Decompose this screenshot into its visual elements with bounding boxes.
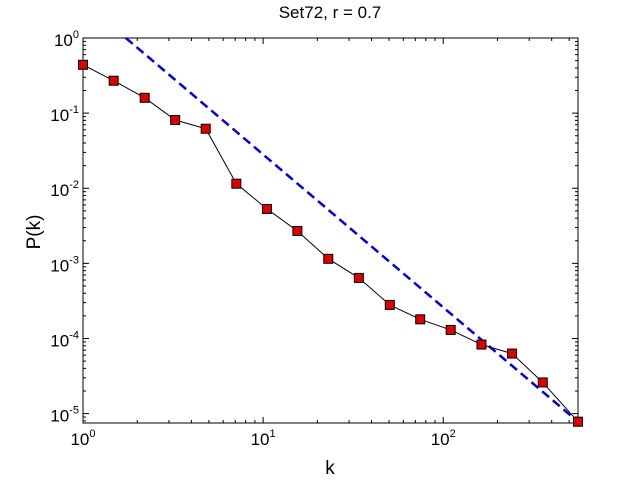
- data-point-marker: [78, 59, 88, 70]
- data-point-marker: [323, 253, 334, 264]
- x-tick-label: 101: [251, 428, 276, 449]
- data-point-marker: [415, 314, 426, 325]
- data-point-marker: [445, 324, 456, 335]
- y-tick-label: 10-4: [50, 329, 79, 350]
- y-tick-label-exponent: -5: [69, 405, 79, 417]
- x-tick-label-exponent: 2: [450, 428, 456, 440]
- y-tick-label-exponent: 0: [73, 29, 79, 41]
- y-tick-label-base: 10: [50, 407, 69, 426]
- data-point-marker: [384, 299, 395, 310]
- y-tick-label-base: 10: [54, 31, 73, 50]
- y-tick-label: 10-3: [50, 254, 79, 275]
- x-tick-label-base: 10: [70, 430, 89, 449]
- power-law-fit-line: [125, 37, 579, 423]
- x-tick-label-base: 10: [431, 430, 450, 449]
- x-tick-label-exponent: 1: [270, 428, 276, 440]
- data-point-marker: [139, 92, 150, 103]
- y-tick-label: 10-1: [50, 104, 79, 125]
- data-point-marker: [507, 348, 518, 359]
- x-tick-label-exponent: 0: [89, 428, 95, 440]
- x-tick-label: 102: [431, 428, 456, 449]
- y-axis-label: P(k): [24, 215, 45, 250]
- data-point-marker: [231, 178, 242, 189]
- x-tick-label: 100: [70, 428, 95, 449]
- chart-title: Set72, r = 0.7: [279, 3, 382, 22]
- y-tick-label-exponent: -4: [69, 329, 79, 341]
- data-point-marker: [292, 225, 303, 236]
- data-point-marker: [353, 272, 364, 283]
- y-tick-label-base: 10: [50, 181, 69, 200]
- y-tick-label-exponent: -1: [69, 104, 79, 116]
- y-tick-label-exponent: -2: [69, 179, 79, 191]
- y-tick-label: 100: [54, 29, 79, 50]
- y-tick-label-base: 10: [50, 106, 69, 125]
- y-tick-label-base: 10: [50, 331, 69, 350]
- y-tick-label: 10-5: [50, 405, 79, 426]
- x-tick-labels: 100 101 102: [70, 428, 455, 449]
- x-axis-label: k: [325, 458, 335, 479]
- plot-area: [82, 37, 579, 424]
- data-point-marker: [108, 75, 119, 86]
- x-tick-label-base: 10: [251, 430, 270, 449]
- data-point-marker: [537, 377, 548, 388]
- y-tick-label-exponent: -3: [69, 254, 79, 266]
- data-point-marker: [170, 114, 181, 125]
- tick-marks: [82, 37, 578, 423]
- data-point-marker: [476, 339, 487, 350]
- data-point-marker: [200, 123, 211, 134]
- data-point-marker: [261, 203, 272, 214]
- y-tick-label-base: 10: [50, 256, 69, 275]
- data-point-marker: [573, 416, 583, 427]
- y-tick-label: 10-2: [50, 179, 79, 200]
- plot-series: [78, 37, 583, 427]
